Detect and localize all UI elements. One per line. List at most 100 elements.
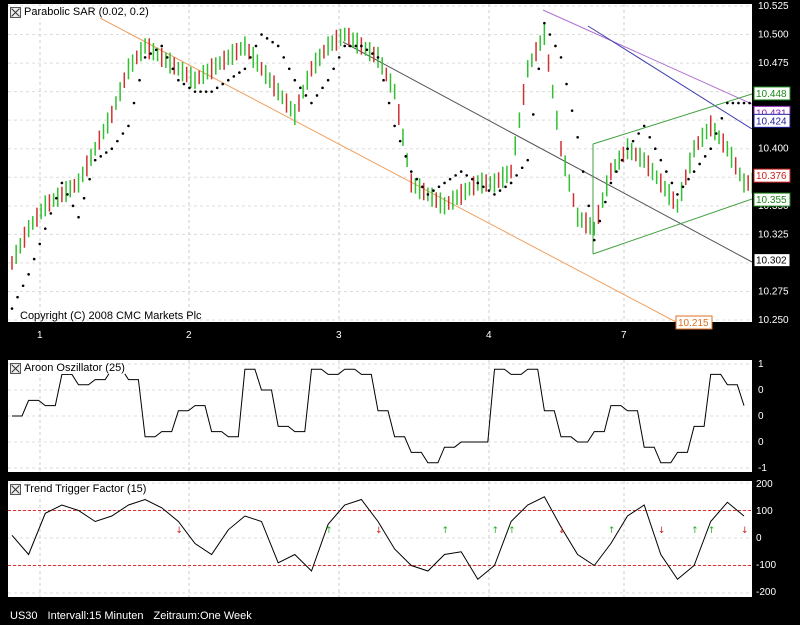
price-label: 10.215 xyxy=(678,318,709,329)
aroon-axis-svg: 1 0 0 0 -1 xyxy=(758,359,767,474)
ttf-panel-title: Trend Trigger Factor (15) xyxy=(10,483,147,495)
trend-line-green xyxy=(592,198,752,255)
price-label-box xyxy=(675,315,713,330)
close-icon[interactable] xyxy=(10,6,21,18)
sar-dot xyxy=(343,44,347,48)
close-icon[interactable] xyxy=(10,483,21,495)
price-axis-svg: 10.52510.50010.47510.45010.42510.40010.3… xyxy=(37,1,791,340)
sar-dot xyxy=(116,139,119,143)
sell-arrow-icon: ↓ xyxy=(375,526,383,536)
sar-dot xyxy=(504,185,507,189)
sar-dot xyxy=(426,193,430,196)
sar-dot xyxy=(748,101,751,105)
sar-dot xyxy=(482,185,485,189)
sar-dot xyxy=(537,67,541,71)
sell-arrow-icon: ↓ xyxy=(175,526,183,536)
y-tick-label: 10.525 xyxy=(758,1,789,12)
footer: US30 Intervall:15 Minuten Zeitraum:One W… xyxy=(10,610,252,622)
sar-dot xyxy=(692,170,696,173)
footer-interval: Intervall:15 Minuten xyxy=(47,610,144,622)
sar-dot xyxy=(709,147,713,151)
sar-dot xyxy=(182,82,186,86)
sar-dot xyxy=(310,101,313,105)
sar-dot xyxy=(509,181,513,185)
sar-dot xyxy=(348,44,352,48)
sar-dot xyxy=(165,56,169,59)
sar-dot xyxy=(470,177,474,181)
y-tick-label: 10.250 xyxy=(758,315,789,326)
sar-dot xyxy=(543,21,546,25)
sar-dot xyxy=(193,90,197,93)
sell-arrow-icon: ↓ xyxy=(658,526,666,536)
sar-dot xyxy=(454,174,457,177)
sar-dot xyxy=(498,189,502,192)
sar-dot xyxy=(60,181,64,185)
sar-dot xyxy=(132,101,136,105)
sar-dot xyxy=(465,174,469,177)
sar-dot xyxy=(315,94,319,97)
sar-dot xyxy=(271,40,274,44)
sar-dot xyxy=(121,132,125,135)
sar-dot xyxy=(138,78,141,82)
sar-dot xyxy=(260,33,263,36)
y-tick-label: 10.325 xyxy=(758,229,789,240)
sar-dot xyxy=(32,257,36,261)
y-tick-label: 1 xyxy=(758,359,764,370)
x-tick-label: 4 xyxy=(486,330,492,340)
y-tick-label: 200 xyxy=(756,479,773,490)
sar-dot xyxy=(714,132,718,135)
aroon-chart-svg xyxy=(8,360,752,472)
sar-dot xyxy=(215,86,219,90)
sar-dot xyxy=(110,147,114,151)
trend-line-green xyxy=(592,93,752,145)
sar-dot xyxy=(49,212,53,215)
sar-dot xyxy=(421,185,424,189)
sar-dot xyxy=(415,177,419,181)
buy-arrow-icon: ↑ xyxy=(491,526,499,536)
sar-dot xyxy=(177,78,180,82)
sar-dot xyxy=(515,174,518,177)
sar-dot xyxy=(43,227,47,230)
sar-dot xyxy=(437,185,441,189)
sar-dot xyxy=(681,185,685,189)
ttf-panel[interactable]: Trend Trigger Factor (15) ↓ ↑ ↓ ↑ ↑ ↑ ↓ ↑ ↓ ↑ ↑ ↓ xyxy=(8,481,752,597)
sar-dot xyxy=(55,196,58,200)
price-label: 10.355 xyxy=(756,195,787,206)
sar-dot xyxy=(77,215,80,219)
sar-dot xyxy=(493,193,496,196)
sar-dot xyxy=(160,44,164,48)
sar-dot xyxy=(249,56,252,59)
price-label-box xyxy=(753,168,791,183)
close-icon[interactable] xyxy=(10,362,21,374)
sar-dot xyxy=(204,90,208,93)
sar-dot xyxy=(382,78,385,82)
y-tick-label: 0 xyxy=(756,533,762,544)
sar-dot xyxy=(304,94,308,97)
price-chart-panel[interactable]: Parabolic SAR (0.02, 0.2) Copyright (C) … xyxy=(8,4,752,322)
sar-dot xyxy=(354,44,358,48)
price-label-box xyxy=(753,113,791,128)
sar-dot xyxy=(398,139,402,143)
sell-arrow-icon: ↓ xyxy=(558,526,566,536)
sar-dot xyxy=(637,132,640,135)
x-tick-label: 1 xyxy=(37,330,43,340)
sar-dot xyxy=(476,181,480,185)
sar-dot xyxy=(531,113,535,116)
price-label: 10.302 xyxy=(756,256,787,267)
price-label: 10.424 xyxy=(756,116,787,127)
aroon-panel[interactable]: Aroon Oszillator (25) xyxy=(8,360,752,472)
y-tick-label: 10.500 xyxy=(758,30,789,41)
sell-arrow-icon: ↓ xyxy=(741,526,749,536)
sar-dot xyxy=(554,44,557,48)
aroon-line xyxy=(12,368,745,464)
buy-arrow-icon: ↑ xyxy=(608,526,616,536)
price-panel-title: Parabolic SAR (0.02, 0.2) xyxy=(10,6,149,18)
ttf-axis-svg: 200 100 0 -100 -200 xyxy=(756,479,776,598)
sar-dot xyxy=(742,101,746,105)
x-tick-label: 2 xyxy=(186,330,192,340)
sar-dot xyxy=(104,151,108,154)
sar-dot xyxy=(10,307,14,310)
y-tick-label: 10.475 xyxy=(758,58,789,69)
sar-dot xyxy=(409,170,413,173)
sar-dot xyxy=(459,170,463,173)
